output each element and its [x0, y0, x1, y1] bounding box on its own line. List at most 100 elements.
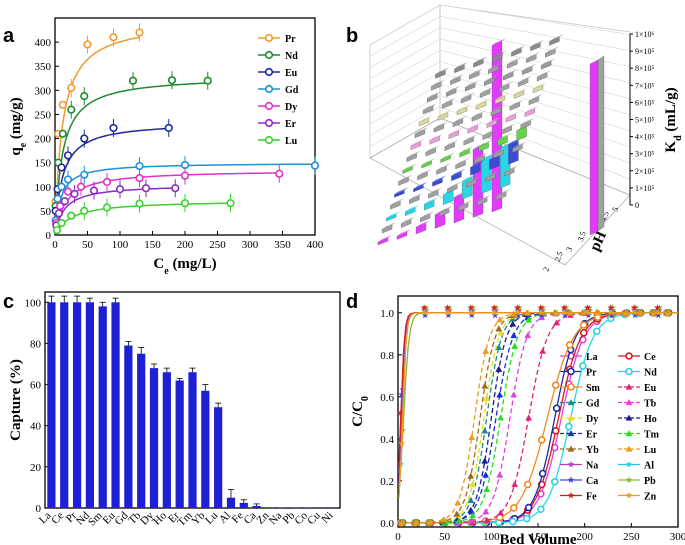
- grid-line: [369, 38, 441, 80]
- bar-top: [514, 87, 528, 95]
- bar-top: [473, 56, 488, 64]
- grid-line: [439, 16, 631, 51]
- bar-top: [409, 192, 424, 200]
- x-tick-label: 100: [483, 531, 500, 543]
- data-point: [523, 480, 532, 489]
- data-point: [421, 311, 429, 319]
- bar-Er: [175, 380, 184, 508]
- bar-top: [386, 211, 401, 219]
- series-Lu: Lu: [52, 135, 298, 235]
- data-point: [420, 304, 428, 311]
- data-point: [180, 199, 190, 208]
- legend-label: Fe: [586, 492, 597, 503]
- bar-top: [481, 152, 496, 160]
- legend-label: Gd: [586, 399, 600, 410]
- series-Ca: Ca: [398, 311, 678, 487]
- data-point: [631, 311, 639, 319]
- data-point: [70, 189, 79, 199]
- z-tick-label: 5×10⁵: [635, 116, 655, 125]
- x-tick-label: Ce: [49, 510, 66, 527]
- data-point: [128, 76, 138, 85]
- data-point: [654, 304, 661, 311]
- bar-row: [427, 58, 556, 103]
- data-point: [398, 439, 406, 447]
- y-tick-label: 80: [30, 338, 42, 350]
- bar-top: [541, 58, 556, 66]
- bar-top: [450, 73, 465, 81]
- data-point: [564, 422, 573, 431]
- data-point: [592, 327, 601, 336]
- breakthrough-line: [398, 312, 678, 498]
- z-tick-label: 2×10⁵: [635, 167, 655, 176]
- bar-top: [495, 93, 509, 100]
- data-point: [203, 76, 212, 85]
- legend-marker: [625, 398, 633, 406]
- x-tick-label: Ni: [319, 510, 335, 526]
- bar-row: [406, 117, 535, 162]
- data-point: [80, 170, 89, 179]
- legend-label: Tb: [644, 399, 657, 410]
- data-point: [275, 169, 284, 178]
- series-Dy: Dy: [52, 101, 297, 234]
- y-axis-title: Capture (%): [8, 359, 24, 441]
- legend-label: Zn: [644, 492, 657, 503]
- legend-label: Gd: [285, 85, 299, 96]
- legend-label: Pr: [285, 34, 296, 45]
- bar-top: [482, 128, 497, 136]
- bar-top: [442, 97, 457, 105]
- data-point: [310, 161, 320, 170]
- panel-c-label: c: [3, 291, 14, 313]
- bar-Eu: [111, 302, 120, 508]
- legend-marker: [625, 367, 633, 376]
- grid-line: [369, 83, 441, 125]
- legend-label: Eu: [285, 68, 298, 79]
- legend-marker: [567, 414, 575, 421]
- bar-top: [428, 187, 443, 195]
- bar-row: [398, 141, 527, 186]
- bar-top: [448, 127, 463, 135]
- y-tick-label: 100: [25, 297, 42, 309]
- data-point: [496, 316, 504, 323]
- z-tick-label: 4×10⁵: [635, 133, 655, 142]
- data-point: [561, 311, 569, 319]
- data-point: [226, 199, 235, 208]
- bar-row: [418, 82, 547, 127]
- bar-top: [470, 160, 485, 168]
- data-point: [578, 362, 587, 370]
- data-point: [536, 505, 545, 513]
- x-tick-label: 200: [576, 531, 593, 543]
- data-point: [141, 184, 151, 193]
- bar-Al: [226, 497, 236, 508]
- bar-Nd: [85, 302, 94, 508]
- bar-top: [455, 158, 470, 165]
- bar-top: [457, 104, 471, 111]
- series-Al: Al: [397, 306, 678, 498]
- ph-tick-label: 3.5: [576, 230, 588, 242]
- data-point: [560, 304, 568, 311]
- legend-label: Pr: [586, 368, 597, 379]
- y-axis-title: C/C0: [350, 396, 371, 427]
- legend-label: Eu: [644, 383, 657, 394]
- data-point: [467, 472, 475, 479]
- bar-top: [478, 139, 493, 147]
- bar-row: [422, 70, 552, 115]
- x-axis-title: Bed Volume: [499, 532, 576, 545]
- bar-top: [533, 82, 547, 89]
- data-point: [510, 391, 518, 398]
- z-tick-label: 8×10⁵: [635, 64, 655, 73]
- data-point: [607, 304, 615, 311]
- series-Nd: Nd: [51, 50, 298, 229]
- grid-line: [369, 49, 441, 91]
- grid-line: [439, 4, 631, 35]
- x-tick-label: 250: [623, 531, 640, 543]
- data-point: [496, 471, 504, 478]
- z-tick-label: 6×10⁵: [635, 98, 655, 107]
- bar-top: [452, 115, 467, 123]
- x-tick-label: 0: [395, 531, 401, 543]
- bar-top: [485, 170, 500, 178]
- series-Gd: Gd: [51, 84, 320, 232]
- bar-top: [488, 62, 503, 70]
- y-tick-label: 350: [35, 61, 52, 73]
- bar-top: [425, 145, 440, 153]
- data-point: [509, 504, 518, 512]
